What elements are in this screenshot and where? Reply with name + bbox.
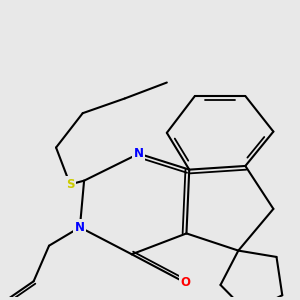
Text: N: N (134, 147, 144, 160)
Text: S: S (66, 178, 74, 191)
Text: N: N (75, 221, 85, 234)
Text: O: O (180, 276, 190, 289)
